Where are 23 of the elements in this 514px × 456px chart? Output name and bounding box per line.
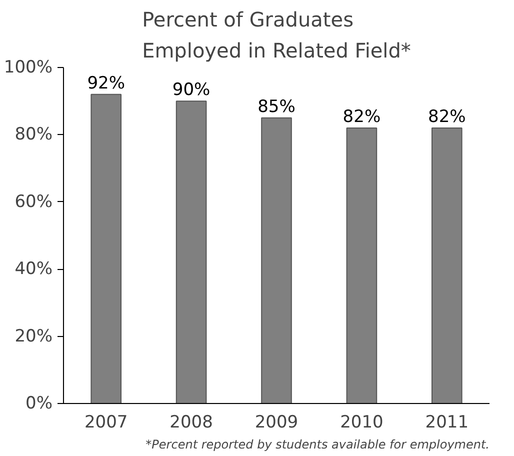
- bar: [346, 127, 378, 404]
- data-label: 90%: [172, 80, 210, 100]
- y-tick-label: 60%: [14, 192, 53, 212]
- x-tick-label: 2009: [254, 412, 298, 432]
- text: *Percent reported by students available for employment.: [146, 438, 490, 452]
- bar: [90, 94, 122, 404]
- bar: [431, 127, 462, 404]
- chart-title: Percent of Graduates Employed in Related Field*: [142, 7, 411, 62]
- x-tick-label: 2007: [84, 412, 128, 432]
- data-label: 82%: [428, 106, 466, 127]
- data-label: 82%: [342, 106, 381, 127]
- y-tick-label: 80%: [14, 124, 53, 145]
- data-label: 85%: [258, 96, 296, 117]
- x-tick-label: 2011: [425, 412, 469, 432]
- bar: [261, 117, 292, 404]
- y-tick-label: 20%: [14, 326, 53, 346]
- y-tick-label: 0%: [26, 394, 53, 414]
- y-tick-label: 100%: [4, 58, 53, 78]
- x-tick-label: 2008: [170, 412, 213, 432]
- y-tick-label: 40%: [14, 259, 53, 280]
- x-tick-label: 2010: [340, 412, 384, 432]
- data-label: 92%: [87, 73, 126, 94]
- bar: [176, 100, 207, 404]
